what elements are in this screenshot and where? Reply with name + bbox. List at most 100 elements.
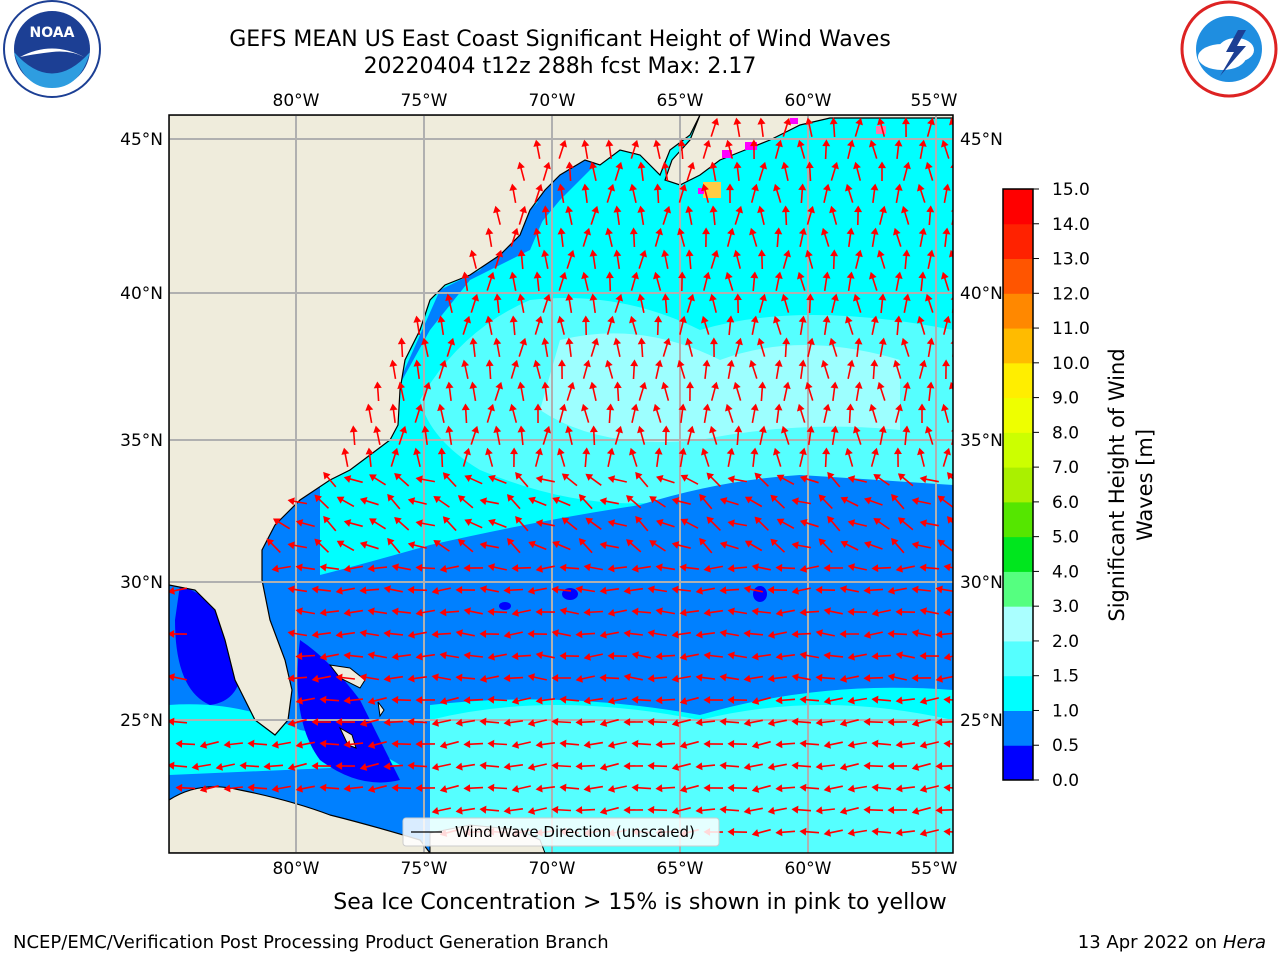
wave-arrow-head <box>647 761 655 770</box>
wave-arrow-head <box>820 227 829 236</box>
wave-arrow-head <box>359 496 368 505</box>
wave-arrow-head <box>847 696 855 705</box>
wave-arrow-head <box>877 161 887 169</box>
wave-arrow-head <box>607 519 616 528</box>
wave-arrow-head <box>829 205 837 214</box>
wave-arrow-head <box>287 719 296 727</box>
wave-arrow-head <box>271 564 279 573</box>
wave-arrow-head <box>655 563 663 572</box>
colorbar-title-line1: Significant Height of Wind <box>1105 348 1129 621</box>
wave-arrow-head <box>583 227 592 236</box>
wave-arrow-head <box>541 249 550 257</box>
wave-arrow-head <box>671 497 680 505</box>
wave-arrow-head <box>439 785 448 793</box>
wave-arrow-head <box>757 205 765 214</box>
wave-arrow-head <box>770 538 778 547</box>
wave-arrow-head <box>559 271 568 280</box>
wave-arrow-head <box>335 630 343 639</box>
wave-arrow-head <box>323 471 331 480</box>
wave-arrow-head <box>727 783 735 792</box>
wave-arrow-head <box>727 564 735 573</box>
wave-arrow-head <box>894 271 903 279</box>
wave-arrow-head <box>902 293 911 301</box>
wave-arrow-head <box>599 541 607 550</box>
wave-arrow-head <box>247 783 255 792</box>
wave-arrow-head <box>479 629 487 638</box>
wave-arrow-head <box>615 293 623 302</box>
wave-arrow-head <box>749 227 757 236</box>
wave-arrow-head <box>343 564 351 573</box>
wave-arrow-head <box>455 586 463 594</box>
wave-arrow-head <box>493 337 502 345</box>
wave-arrow-head <box>887 586 895 595</box>
wave-arrow-head <box>461 403 470 411</box>
wave-arrow-head <box>561 517 570 525</box>
wave-arrow-head <box>415 784 423 792</box>
wave-arrow-head <box>445 425 454 433</box>
wave-arrow-head <box>551 805 559 814</box>
wave-arrow-head <box>557 447 565 456</box>
wave-arrow-head <box>439 564 447 573</box>
wave-arrow-head <box>581 315 590 323</box>
wave-arrow-head <box>509 271 518 279</box>
wave-arrow-head <box>887 629 895 638</box>
wave-arrow-head <box>413 315 422 323</box>
wave-arrow-head <box>840 496 849 504</box>
colorbar-segment <box>1003 606 1033 642</box>
wave-arrow-head <box>754 516 762 525</box>
wave-arrow-head <box>706 516 715 525</box>
wave-arrow-head <box>773 183 781 192</box>
wave-arrow-head <box>272 518 281 526</box>
wave-arrow-head <box>895 403 903 412</box>
wave-arrow-head <box>774 359 783 367</box>
wave-arrow-head <box>703 564 711 573</box>
wave-arrow-head <box>870 359 879 367</box>
wave-arrow-head <box>509 183 518 191</box>
wave-arrow-head <box>535 608 543 616</box>
wave-arrow-head <box>902 425 911 433</box>
map-legend: Wind Wave Direction (unscaled) <box>402 817 720 847</box>
wave-arrow-head <box>661 381 669 390</box>
wave-arrow-head <box>847 139 855 148</box>
colorbar-segment <box>1003 189 1033 225</box>
wave-arrow-head <box>575 762 583 771</box>
colorbar-tick-label: 12.0 <box>1052 284 1090 304</box>
wave-arrow-head <box>605 359 613 368</box>
wave-arrow-head <box>623 806 631 814</box>
wave-arrow-head <box>679 741 688 749</box>
colorbar-tick-label: 3.0 <box>1052 597 1079 617</box>
wave-arrow-head <box>311 717 319 726</box>
wave-arrow-head <box>295 519 304 527</box>
wave-arrow-head <box>943 315 951 324</box>
wave-arrow-head <box>797 139 805 148</box>
wave-arrow-head <box>709 293 717 302</box>
wave-arrow-head <box>946 472 953 480</box>
wave-arrow-head <box>918 227 927 235</box>
wave-arrow-head <box>581 139 590 147</box>
wave-arrow-head <box>823 828 831 837</box>
wave-arrow-head <box>442 472 451 480</box>
wave-arrow-head <box>750 315 759 323</box>
wave-arrow-head <box>774 271 783 279</box>
wave-arrow-head <box>629 183 638 192</box>
colorbar-tick-label: 11.0 <box>1052 319 1090 339</box>
wave-arrow-head <box>655 696 663 705</box>
wave-arrow-head <box>533 359 541 368</box>
wave-arrow-head <box>767 762 775 771</box>
wave-arrow-head <box>455 629 463 638</box>
wave-arrow-head <box>749 359 757 368</box>
wave-arrow-head <box>799 827 807 836</box>
lat-labels-right: 45°N 40°N 35°N 30°N 25°N <box>960 130 1003 731</box>
lon-label: 80°W <box>273 859 320 879</box>
footer-date-text: 13 Apr 2022 on <box>1077 932 1218 953</box>
wave-arrow-head <box>647 585 655 594</box>
wave-arrow-head <box>799 651 807 660</box>
wave-arrow-head <box>551 585 559 594</box>
wave-arrow-head <box>799 518 808 527</box>
wave-arrow-head <box>589 293 598 301</box>
wave-arrow-head <box>759 293 767 302</box>
wave-arrow-head <box>942 227 951 235</box>
wave-arrow-head <box>878 425 887 433</box>
wave-arrow-head <box>311 761 319 770</box>
wave-arrow-head <box>511 696 520 705</box>
